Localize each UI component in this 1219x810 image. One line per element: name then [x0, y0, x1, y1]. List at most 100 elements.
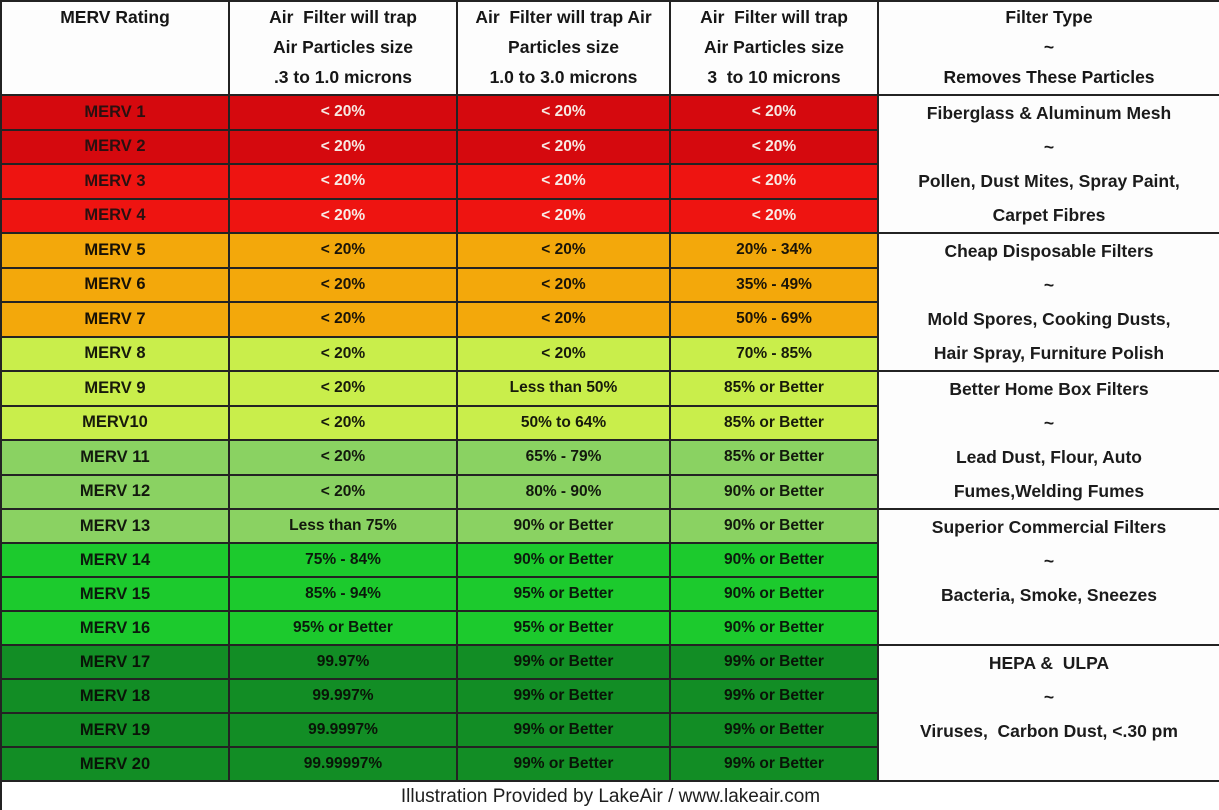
trap-10-30-cell: 95% or Better: [456, 576, 671, 612]
trap-10-30-cell: 99% or Better: [456, 644, 671, 680]
trap-03-10-cell: < 20%: [228, 370, 458, 407]
merv-label-cell: MERV 8: [0, 335, 230, 372]
merv-label-cell: MERV 4: [0, 197, 230, 234]
merv-label-cell: MERV 17: [0, 644, 230, 680]
merv-label-cell: MERV 19: [0, 712, 230, 748]
filter-type-group-cell: Superior Commercial Filters ~ Bacteria, …: [877, 508, 1219, 646]
col-header-filter-type: Filter Type ~ Removes These Particles: [877, 0, 1219, 96]
trap-3-10-cell: 70% - 85%: [669, 335, 879, 372]
trap-03-10-cell: < 20%: [228, 266, 458, 303]
trap-03-10-cell: < 20%: [228, 94, 458, 131]
merv-table-body: MERV 1 < 20% < 20% < 20% Fiberglass & Alumin…: [0, 94, 1219, 782]
trap-10-30-cell: < 20%: [456, 94, 671, 131]
filter-type-group-cell: HEPA & ULPA ~ Viruses, Carbon Dust, <.30…: [877, 644, 1219, 782]
trap-03-10-cell: 99.99997%: [228, 746, 458, 782]
trap-03-10-cell: < 20%: [228, 439, 458, 476]
trap-10-30-cell: < 20%: [456, 163, 671, 200]
merv-label-cell: MERV 1: [0, 94, 230, 131]
trap-3-10-cell: 35% - 49%: [669, 266, 879, 303]
trap-10-30-cell: < 20%: [456, 232, 671, 269]
attribution-footer: Illustration Provided by LakeAir / www.l…: [0, 780, 1219, 810]
trap-03-10-cell: < 20%: [228, 163, 458, 200]
merv-label-cell: MERV 16: [0, 610, 230, 646]
trap-03-10-cell: < 20%: [228, 128, 458, 165]
trap-03-10-cell: < 20%: [228, 197, 458, 234]
trap-3-10-cell: 90% or Better: [669, 610, 879, 646]
merv-row-5: MERV 5 < 20% < 20% 20% - 34% Cheap Disposabl…: [0, 232, 1219, 372]
merv-label-cell: MERV 13: [0, 508, 230, 544]
trap-3-10-cell: 99% or Better: [669, 746, 879, 782]
trap-03-10-cell: 95% or Better: [228, 610, 458, 646]
trap-03-10-cell: < 20%: [228, 473, 458, 510]
trap-3-10-cell: 85% or Better: [669, 404, 879, 441]
col-header-particles-03-10: Air Filter will trap Air Particles size …: [228, 0, 458, 96]
trap-10-30-cell: 90% or Better: [456, 508, 671, 544]
trap-3-10-cell: 85% or Better: [669, 439, 879, 476]
trap-3-10-cell: 99% or Better: [669, 712, 879, 748]
table-header: MERV Rating Air Filter will trap Air Par…: [0, 0, 1219, 96]
trap-03-10-cell: < 20%: [228, 404, 458, 441]
trap-10-30-cell: Less than 50%: [456, 370, 671, 407]
trap-03-10-cell: 99.997%: [228, 678, 458, 714]
trap-03-10-cell: Less than 75%: [228, 508, 458, 544]
filter-type-group-cell: Better Home Box Filters ~ Lead Dust, Flo…: [877, 370, 1219, 510]
trap-10-30-cell: < 20%: [456, 266, 671, 303]
merv-label-cell: MERV 7: [0, 301, 230, 338]
trap-3-10-cell: 99% or Better: [669, 678, 879, 714]
col-header-merv-rating: MERV Rating: [0, 0, 230, 96]
trap-10-30-cell: 65% - 79%: [456, 439, 671, 476]
trap-3-10-cell: 20% - 34%: [669, 232, 879, 269]
header-row: MERV Rating Air Filter will trap Air Par…: [0, 0, 1219, 96]
trap-3-10-cell: 50% - 69%: [669, 301, 879, 338]
col-header-particles-3-10: Air Filter will trap Air Particles size …: [669, 0, 879, 96]
merv-row-9: MERV 9 < 20% Less than 50% 85% or Better Bet…: [0, 370, 1219, 510]
trap-10-30-cell: < 20%: [456, 128, 671, 165]
merv-label-cell: MERV 3: [0, 163, 230, 200]
filter-type-group-cell: Cheap Disposable Filters ~ Mold Spores, …: [877, 232, 1219, 372]
trap-3-10-cell: 99% or Better: [669, 644, 879, 680]
trap-10-30-cell: 95% or Better: [456, 610, 671, 646]
trap-03-10-cell: < 20%: [228, 301, 458, 338]
trap-10-30-cell: < 20%: [456, 197, 671, 234]
trap-10-30-cell: 99% or Better: [456, 746, 671, 782]
trap-3-10-cell: < 20%: [669, 94, 879, 131]
trap-3-10-cell: 90% or Better: [669, 473, 879, 510]
trap-10-30-cell: 80% - 90%: [456, 473, 671, 510]
merv-label-cell: MERV10: [0, 404, 230, 441]
filter-type-group-cell: Fiberglass & Aluminum Mesh ~ Pollen, Dus…: [877, 94, 1219, 234]
merv-label-cell: MERV 14: [0, 542, 230, 578]
merv-row-13: MERV 13 Less than 75% 90% or Better 90% or …: [0, 508, 1219, 646]
table-footer: Illustration Provided by LakeAir / www.l…: [0, 780, 1219, 810]
merv-label-cell: MERV 20: [0, 746, 230, 782]
merv-label-cell: MERV 6: [0, 266, 230, 303]
merv-label-cell: MERV 12: [0, 473, 230, 510]
merv-label-cell: MERV 15: [0, 576, 230, 612]
trap-3-10-cell: 85% or Better: [669, 370, 879, 407]
trap-03-10-cell: < 20%: [228, 232, 458, 269]
trap-10-30-cell: < 20%: [456, 301, 671, 338]
trap-03-10-cell: 85% - 94%: [228, 576, 458, 612]
merv-label-cell: MERV 5: [0, 232, 230, 269]
col-header-particles-10-30: Air Filter will trap Air Particles size …: [456, 0, 671, 96]
trap-3-10-cell: 90% or Better: [669, 576, 879, 612]
trap-03-10-cell: < 20%: [228, 335, 458, 372]
trap-10-30-cell: < 20%: [456, 335, 671, 372]
trap-3-10-cell: < 20%: [669, 197, 879, 234]
trap-10-30-cell: 50% to 64%: [456, 404, 671, 441]
trap-3-10-cell: 90% or Better: [669, 508, 879, 544]
merv-label-cell: MERV 11: [0, 439, 230, 476]
trap-10-30-cell: 90% or Better: [456, 542, 671, 578]
footer-row: Illustration Provided by LakeAir / www.l…: [0, 780, 1219, 810]
trap-03-10-cell: 75% - 84%: [228, 542, 458, 578]
merv-label-cell: MERV 2: [0, 128, 230, 165]
merv-row-17: MERV 17 99.97% 99% or Better 99% or Better H…: [0, 644, 1219, 782]
trap-10-30-cell: 99% or Better: [456, 678, 671, 714]
trap-3-10-cell: 90% or Better: [669, 542, 879, 578]
trap-03-10-cell: 99.97%: [228, 644, 458, 680]
trap-3-10-cell: < 20%: [669, 163, 879, 200]
merv-row-11: MERV 11 < 20% 65% - 79% 85% or Better: [0, 439, 1219, 476]
trap-03-10-cell: 99.9997%: [228, 712, 458, 748]
trap-10-30-cell: 99% or Better: [456, 712, 671, 748]
merv-label-cell: MERV 9: [0, 370, 230, 407]
